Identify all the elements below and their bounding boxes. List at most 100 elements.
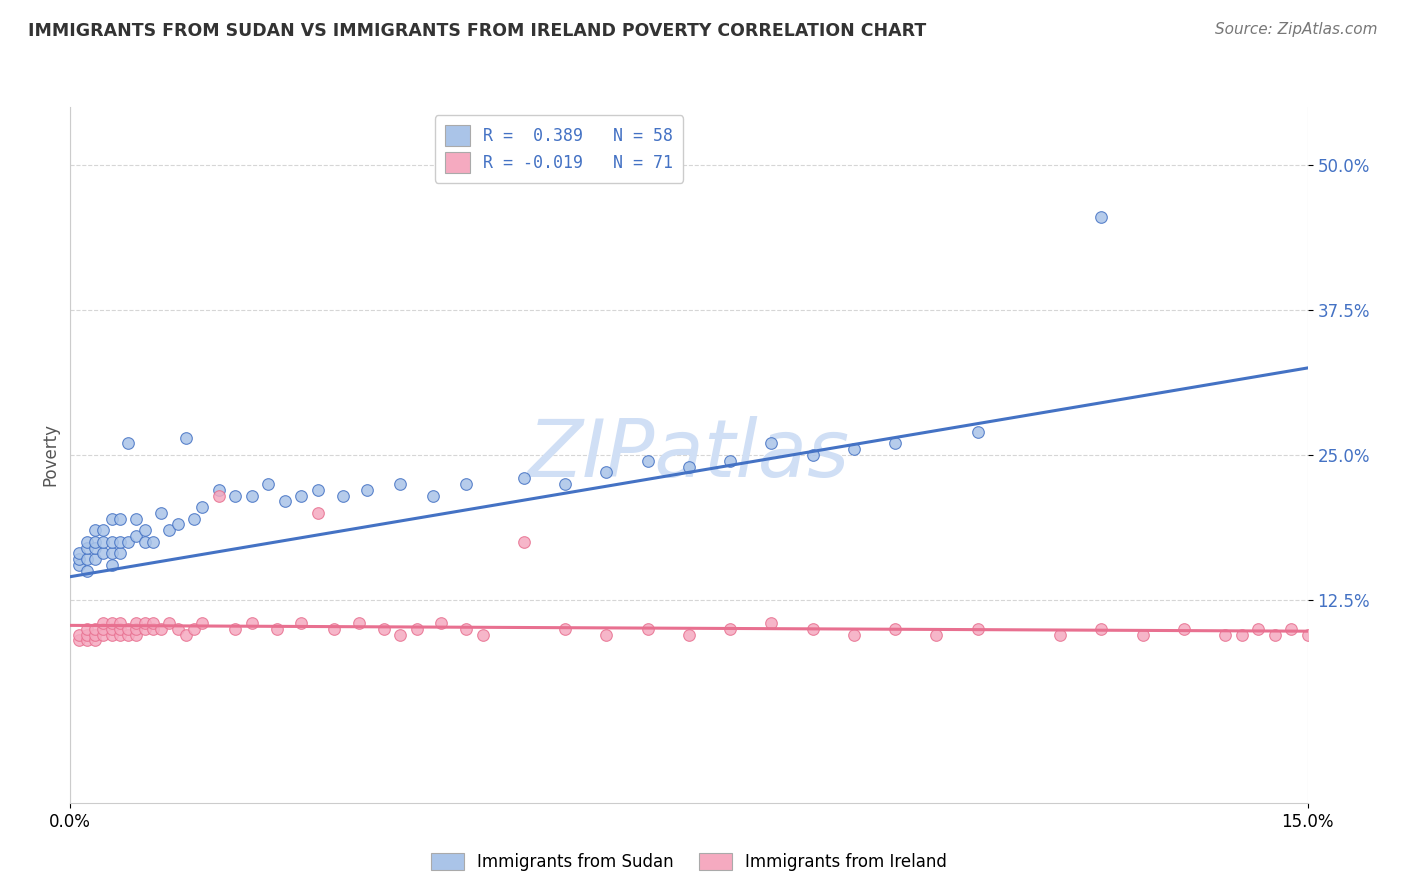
Point <box>554 622 576 636</box>
Point <box>117 534 139 549</box>
Point <box>108 511 131 525</box>
Point <box>595 628 617 642</box>
Point <box>183 511 205 525</box>
Point <box>125 615 148 630</box>
Point <box>174 431 197 445</box>
Point <box>166 622 188 636</box>
Point <box>108 622 131 636</box>
Point <box>332 489 354 503</box>
Point <box>84 628 107 642</box>
Point <box>257 476 280 491</box>
Point <box>1230 628 1253 642</box>
Point <box>134 622 156 636</box>
Point <box>100 558 122 573</box>
Point <box>84 541 107 555</box>
Point <box>554 476 576 491</box>
Point <box>1264 628 1286 642</box>
Point <box>718 622 741 636</box>
Point <box>925 628 948 642</box>
Point <box>76 633 98 648</box>
Point <box>84 622 107 636</box>
Point <box>67 633 90 648</box>
Point <box>76 628 98 642</box>
Text: ZIPatlas: ZIPatlas <box>527 416 851 494</box>
Point <box>389 476 412 491</box>
Point <box>430 615 453 630</box>
Point <box>761 615 783 630</box>
Point <box>405 622 427 636</box>
Point <box>117 436 139 450</box>
Point <box>761 436 783 450</box>
Point <box>191 500 214 514</box>
Point <box>637 622 659 636</box>
Point <box>595 466 617 480</box>
Point <box>290 615 312 630</box>
Point <box>471 628 494 642</box>
Point <box>142 615 165 630</box>
Point <box>67 628 90 642</box>
Point <box>307 483 329 497</box>
Point <box>125 628 148 642</box>
Point <box>1132 628 1154 642</box>
Point <box>108 546 131 561</box>
Point <box>678 459 700 474</box>
Point <box>125 529 148 543</box>
Point <box>678 628 700 642</box>
Point <box>356 483 378 497</box>
Point <box>76 564 98 578</box>
Point <box>1173 622 1195 636</box>
Point <box>191 615 214 630</box>
Point <box>884 622 907 636</box>
Point <box>117 628 139 642</box>
Point <box>134 615 156 630</box>
Point <box>108 534 131 549</box>
Point <box>307 506 329 520</box>
Point <box>842 442 865 457</box>
Point <box>718 453 741 467</box>
Point <box>108 628 131 642</box>
Point <box>142 622 165 636</box>
Y-axis label: Poverty: Poverty <box>41 424 59 486</box>
Point <box>91 628 114 642</box>
Point <box>76 541 98 555</box>
Point <box>183 622 205 636</box>
Point <box>637 453 659 467</box>
Point <box>1213 628 1236 642</box>
Point <box>100 622 122 636</box>
Point <box>884 436 907 450</box>
Point <box>1090 622 1112 636</box>
Point <box>290 489 312 503</box>
Point <box>456 622 478 636</box>
Point <box>67 546 90 561</box>
Point <box>513 534 536 549</box>
Point <box>91 534 114 549</box>
Point <box>91 523 114 537</box>
Point <box>100 534 122 549</box>
Point <box>1346 628 1368 642</box>
Point <box>456 476 478 491</box>
Point <box>1313 628 1336 642</box>
Point <box>76 622 98 636</box>
Point <box>84 523 107 537</box>
Point <box>801 622 824 636</box>
Point <box>347 615 370 630</box>
Point <box>84 633 107 648</box>
Point <box>422 489 444 503</box>
Point <box>1049 628 1071 642</box>
Point <box>842 628 865 642</box>
Legend: Immigrants from Sudan, Immigrants from Ireland: Immigrants from Sudan, Immigrants from I… <box>423 847 955 878</box>
Point <box>67 552 90 566</box>
Point <box>1247 622 1270 636</box>
Point <box>373 622 395 636</box>
Point <box>966 622 988 636</box>
Point <box>224 622 246 636</box>
Point <box>389 628 412 642</box>
Point <box>84 534 107 549</box>
Point <box>1090 211 1112 225</box>
Point <box>67 558 90 573</box>
Point <box>142 534 165 549</box>
Text: Source: ZipAtlas.com: Source: ZipAtlas.com <box>1215 22 1378 37</box>
Point <box>240 489 263 503</box>
Point <box>513 471 536 485</box>
Point <box>108 615 131 630</box>
